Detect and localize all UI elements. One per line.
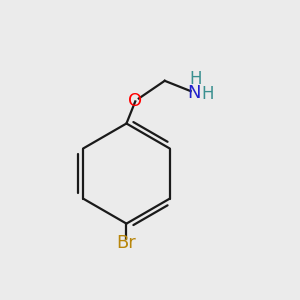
Text: H: H bbox=[189, 70, 202, 88]
Text: Br: Br bbox=[117, 234, 136, 252]
Text: H: H bbox=[201, 85, 214, 103]
Text: O: O bbox=[128, 92, 142, 110]
Text: N: N bbox=[188, 84, 201, 102]
